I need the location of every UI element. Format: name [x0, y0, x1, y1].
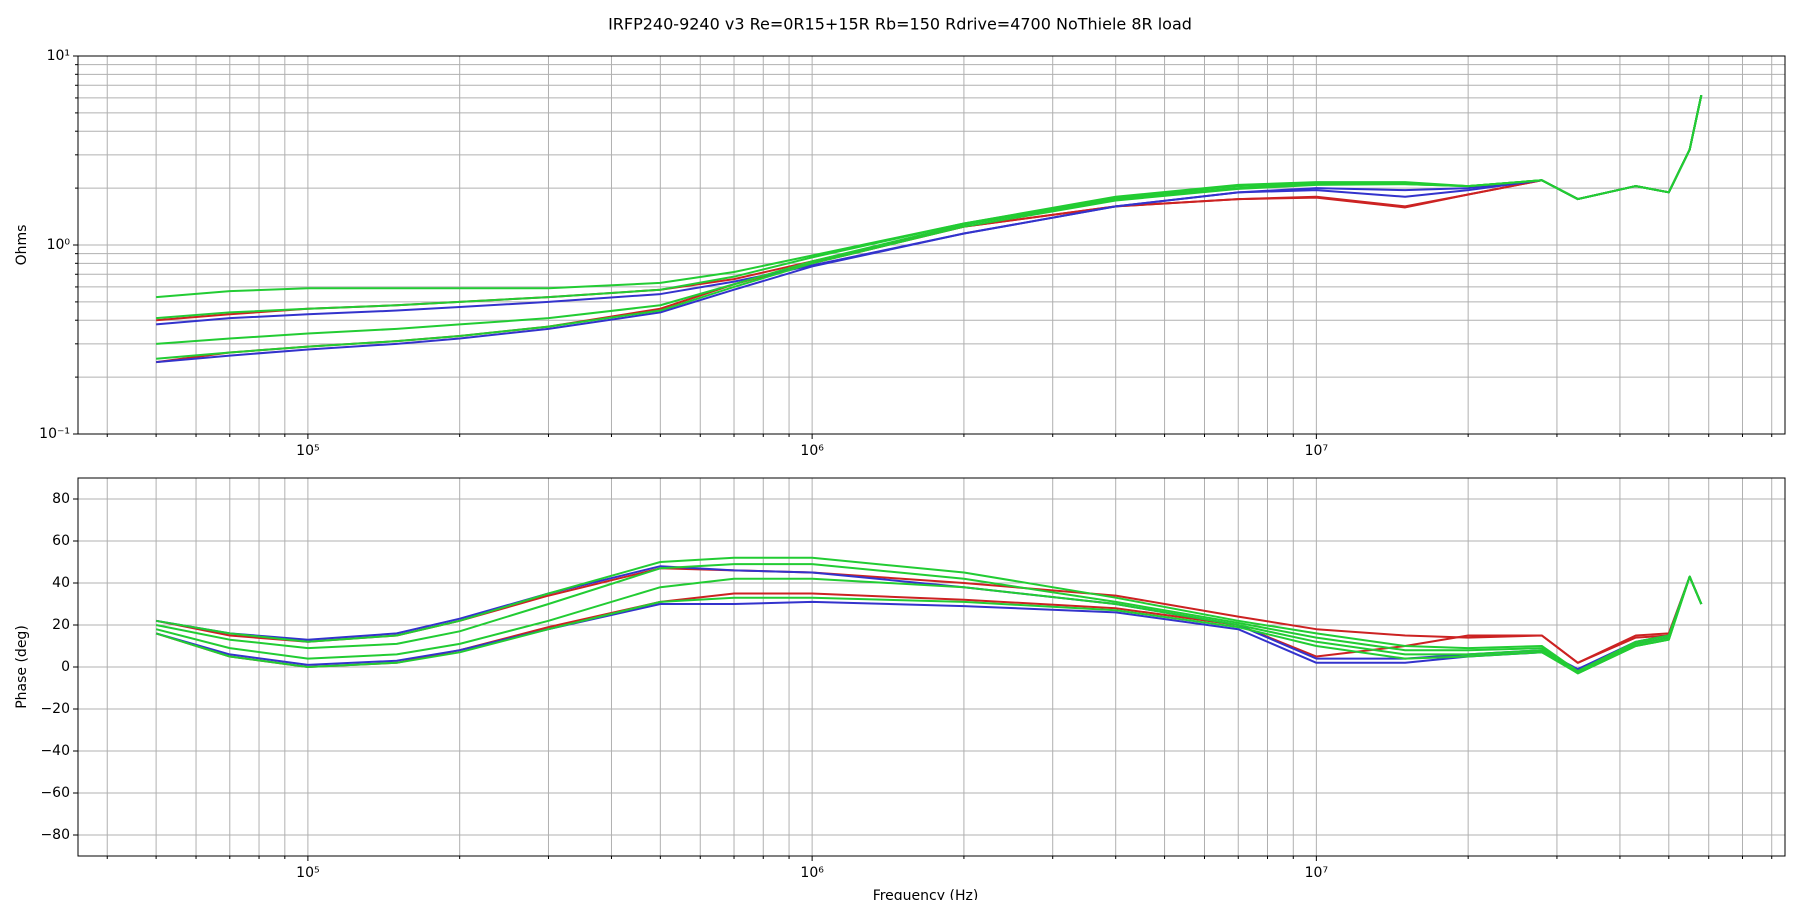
series-line [156, 95, 1703, 320]
y-tick-label: 10⁰ [47, 237, 71, 253]
series-line [155, 563, 1703, 675]
x-tick-label: 10⁷ [1305, 443, 1328, 459]
series-line [156, 95, 1703, 360]
x-tick-label: 10⁷ [1305, 865, 1328, 881]
y-tick-label: 20 [52, 617, 70, 633]
axes-frame [77, 55, 1786, 435]
figure-title: IRFP240-9240 v3 Re=0R15+15R Rb=150 Rdriv… [608, 15, 1192, 34]
y-tick-label: −80 [40, 827, 70, 843]
x-tick-label: 10⁶ [800, 443, 824, 459]
y-tick-label: −20 [40, 701, 70, 717]
y-tick-label: −40 [40, 743, 70, 759]
series-line [156, 95, 1703, 326]
y-axis-label: Ohms [14, 225, 30, 266]
x-tick-label: 10⁵ [296, 443, 319, 459]
y-tick-label: 60 [52, 533, 70, 549]
y-tick-label: −60 [40, 785, 70, 801]
x-axis-label: Frequency (Hz) [873, 888, 979, 900]
series-line [155, 556, 1703, 673]
series-line [156, 95, 1703, 299]
y-axis-label: Phase (deg) [14, 625, 30, 709]
series-line [155, 575, 1703, 675]
x-tick-label: 10⁵ [296, 865, 319, 881]
y-tick-label: 80 [52, 491, 70, 507]
y-tick-label: 10⁻¹ [39, 426, 70, 442]
series-line [156, 95, 1703, 364]
y-tick-label: 0 [61, 659, 70, 675]
y-tick-label: 40 [52, 575, 70, 591]
series-line [155, 95, 1703, 364]
axes-frame [77, 477, 1786, 857]
y-tick-label: 10¹ [47, 48, 70, 64]
x-tick-label: 10⁶ [800, 865, 824, 881]
